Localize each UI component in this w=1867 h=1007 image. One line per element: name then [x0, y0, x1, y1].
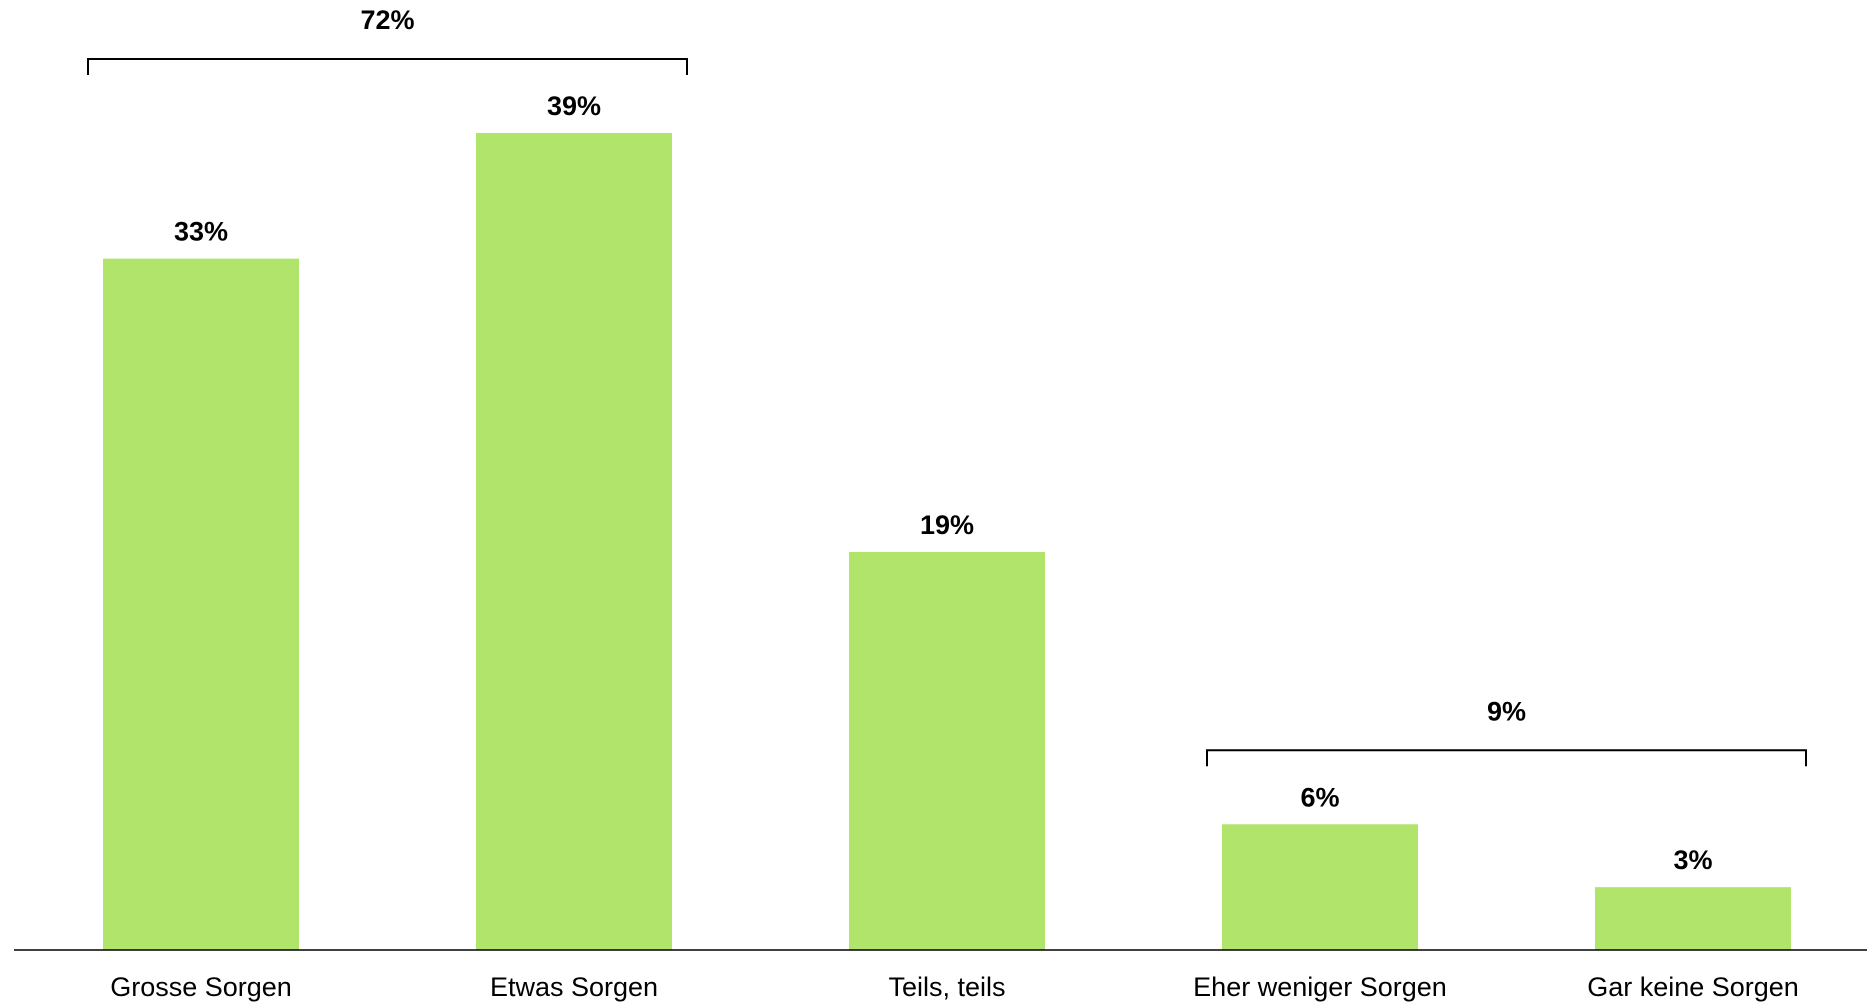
labels-layer: 33% Grosse Sorgen 39% Etwas Sorgen 19% Teils,… — [110, 91, 1799, 1002]
category-label: Grosse Sorgen — [110, 972, 292, 1002]
group-bracket — [87, 57, 688, 75]
group-total-label: 72% — [360, 5, 414, 35]
bar-value-label: 33% — [174, 217, 228, 247]
bar-value-label: 6% — [1300, 782, 1339, 812]
bar-0 — [103, 258, 299, 950]
category-label: Teils, teils — [888, 972, 1005, 1002]
bar-value-label: 19% — [920, 510, 974, 540]
category-label: Eher weniger Sorgen — [1193, 972, 1447, 1002]
group-brackets-layer: 72% 9% — [87, 5, 1807, 767]
bar-value-label: 3% — [1673, 845, 1712, 875]
bar-2 — [849, 551, 1045, 950]
bars-layer — [103, 132, 1791, 950]
bar-3 — [1222, 824, 1418, 950]
group-bracket — [1206, 749, 1807, 767]
bar-4 — [1595, 887, 1791, 950]
bar-value-label: 39% — [547, 91, 601, 121]
category-label: Gar keine Sorgen — [1587, 972, 1799, 1002]
group-total-label: 9% — [1487, 696, 1526, 726]
bar-1 — [476, 132, 672, 950]
category-label: Etwas Sorgen — [490, 972, 658, 1002]
